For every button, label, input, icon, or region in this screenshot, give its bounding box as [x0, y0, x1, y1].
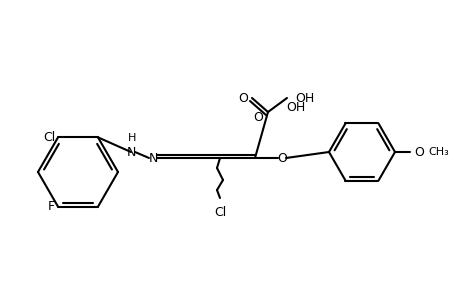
Text: OH: OH	[294, 92, 313, 104]
Text: H: H	[128, 133, 136, 143]
Text: O: O	[413, 146, 423, 158]
Text: Cl: Cl	[43, 131, 55, 144]
Text: CH₃: CH₃	[427, 147, 448, 157]
Text: OH: OH	[285, 100, 305, 113]
Text: O: O	[238, 92, 247, 104]
Text: N: N	[148, 152, 157, 164]
Text: Cl: Cl	[213, 206, 226, 219]
Text: N: N	[126, 146, 135, 158]
Text: O: O	[276, 152, 286, 164]
Text: O: O	[252, 110, 263, 124]
Text: F: F	[48, 200, 55, 213]
